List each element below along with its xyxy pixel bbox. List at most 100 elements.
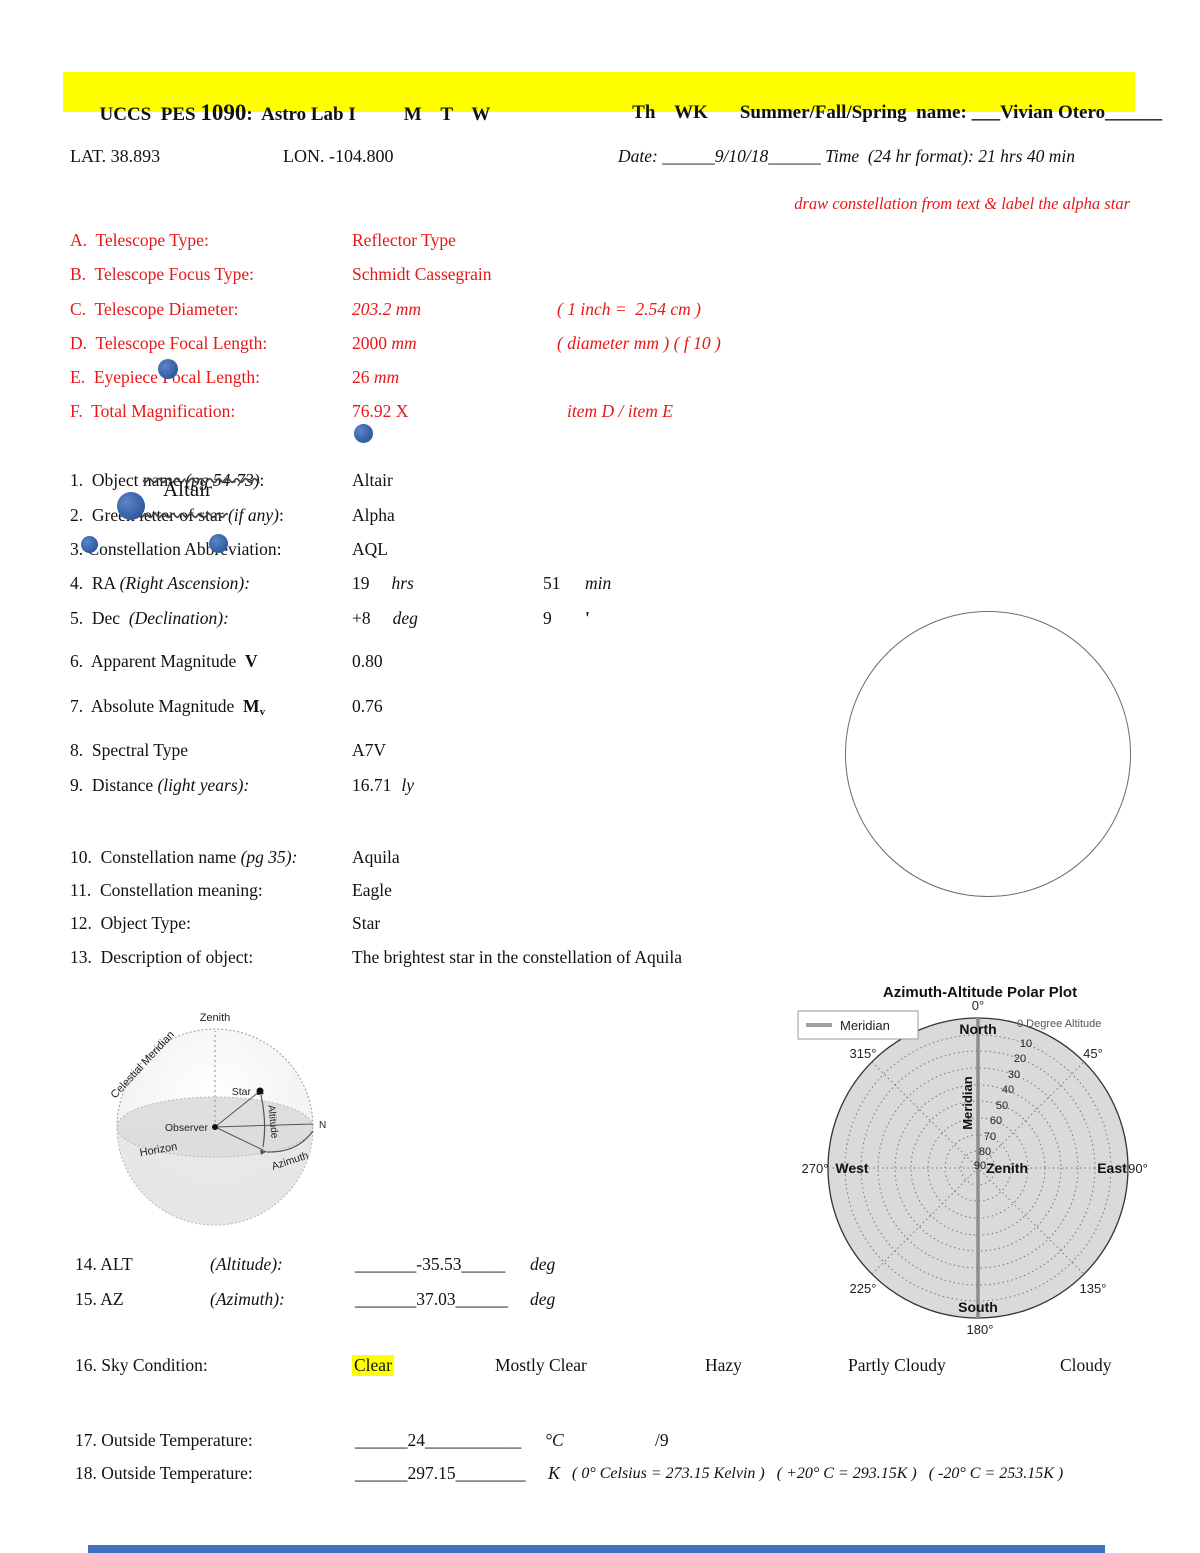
field-value-line[interactable]: ______297.15________ [355,1463,526,1483]
field-value[interactable]: Eagle [352,880,392,900]
observer-azimuth-line [214,1126,264,1151]
sky-option-hazy[interactable]: Hazy [705,1355,742,1375]
header-bar: UCCS PES 1090: Astro Lab I M T W Th WK Sum… [63,72,1162,125]
field-value[interactable]: Aquila [352,847,400,867]
field-value[interactable]: 19 hrs [352,573,414,593]
student-name[interactable]: Vivian Otero [1000,102,1106,123]
field-note: ( diameter mm ) ( f 10 ) [557,333,721,353]
legend-meridian-label: Meridian [840,1018,890,1033]
term-name-label: Summer/Fall/Spring name: [739,102,967,123]
azimuth-tick-90: 90° [1128,1161,1148,1176]
field-unit: °C [545,1430,564,1450]
altitude-tick-60: 60 [990,1115,1002,1127]
field-unit-arcmin: ' [585,608,590,628]
sky-option-partly-cloudy[interactable]: Partly Cloudy [848,1355,946,1375]
field-unit-minutes: min [585,573,612,593]
altitude-tick-70: 70 [984,1131,996,1143]
field-value[interactable]: 203.2 mm [352,299,422,319]
compass-west-label: West [835,1160,869,1176]
field-label: 16. Sky Condition: [75,1355,208,1375]
meridian-axis-label: Meridian [960,1076,975,1130]
altitude-tick-50: 50 [996,1100,1008,1112]
latitude-value: LAT. 38.893 [70,146,161,166]
field-unit: deg [530,1254,556,1274]
sky-option-cloudy[interactable]: Cloudy [1060,1355,1112,1375]
azimuth-tick-270: 270° [802,1161,829,1176]
zenith-label: Zenith [200,1012,231,1024]
weekdays-thwk: Th WK [632,102,708,123]
ink-dot [354,424,373,443]
azimuth-tick-225: 225° [850,1281,877,1296]
field-value[interactable]: Star [352,913,381,933]
altitude-tick-80: 80 [979,1146,991,1158]
field-value[interactable]: Schmidt Cassegrain [352,264,492,284]
altair-overlay-text: Altair [163,477,212,501]
grade-mark: /9 [655,1430,669,1450]
altitude-label: Altitude [265,1105,279,1140]
field-unit: deg [530,1289,556,1309]
field-label: F. Total Magnification: [70,401,236,421]
sky-option-clear[interactable]: Clear [352,1355,394,1376]
azimuth-tick-45: 45° [1083,1046,1103,1061]
field-value[interactable]: 0.80 [352,651,383,671]
sky-option-mostly-clear[interactable]: Mostly Clear [495,1355,587,1375]
observer-dot [212,1124,218,1130]
field-value-arcmin[interactable]: 9 [543,608,552,628]
field-note: item D / item E [567,401,673,421]
azimuth-arc [266,1130,314,1153]
field-value[interactable]: 76.92 X [352,401,409,421]
field-value-minutes[interactable]: 51 [543,573,561,593]
compass-north-label: North [959,1021,996,1037]
field-value[interactable]: Alpha [352,505,395,525]
field-value[interactable]: Reflector Type [352,230,456,250]
field-label: 18. Outside Temperature: [75,1463,253,1483]
field-value[interactable]: 26 mm [352,367,400,387]
field-value[interactable]: The brightest star in the constellation … [352,947,682,967]
star-label: Star [232,1086,252,1098]
field-note: ( 1 inch = 2.54 cm ) [557,299,701,319]
field-label: 14. ALT [75,1254,133,1274]
field-value[interactable]: Altair [352,470,393,490]
ink-dot [117,492,145,520]
ink-dot [209,534,228,553]
celestial-sphere-diagram: Zenith Celestial Meridian Star Altitude … [109,1012,326,1226]
azimuth-tick-180: 180° [967,1322,994,1337]
field-value-line[interactable]: _______-35.53_____ [355,1254,506,1274]
field-value[interactable]: 0.76 [352,696,383,716]
constellation-drawing-circle[interactable] [845,611,1131,897]
field-value[interactable]: 2000 mm [352,333,417,353]
field-value-line[interactable]: ______24___________ [355,1430,522,1450]
name-underscore-post: ______ [1105,102,1163,123]
compass-south-label: South [958,1299,998,1315]
compass-east-label: East [1097,1160,1127,1176]
field-note: ( 0° Celsius = 273.15 Kelvin ) ( +20° C … [572,1465,1064,1482]
altitude-tick-10: 10 [1020,1038,1032,1050]
name-underscore-pre: ___ [966,102,1001,123]
course-suffix: : Astro Lab I [246,104,356,125]
azimuth-tick-135: 135° [1080,1281,1107,1296]
field-value[interactable]: 16.71 ly [352,775,415,795]
field-label: 17. Outside Temperature: [75,1430,253,1450]
field-value-line[interactable]: _______37.03______ [355,1289,509,1309]
zero-degree-altitude-annotation: 0 Degree Altitude [1017,1018,1101,1030]
field-value[interactable]: A7V [352,740,387,760]
date-time-line[interactable]: Date: ______9/10/18______ Time (24 hr fo… [618,146,1075,166]
course-prefix: UCCS PES [99,104,201,125]
longitude-value: LON. -104.800 [283,146,394,166]
course-number: 1090 [200,100,247,125]
observer-label: Observer [165,1122,209,1134]
field-value[interactable]: AQL [352,539,388,559]
field-value[interactable]: +8 deg [352,608,418,628]
arrowhead [260,1150,267,1155]
field-unit: K [548,1463,561,1483]
weekdays-mtw: M T W [403,104,491,125]
ink-dot [158,359,178,379]
altitude-arc [260,1094,266,1148]
azimuth-tick-0: 0° [972,998,984,1013]
ink-dot [81,536,98,553]
observer-star-line [214,1090,261,1128]
altitude-tick-20: 20 [1014,1053,1026,1065]
altitude-tick-90: 90 [974,1160,986,1172]
north-label: N [319,1120,326,1131]
